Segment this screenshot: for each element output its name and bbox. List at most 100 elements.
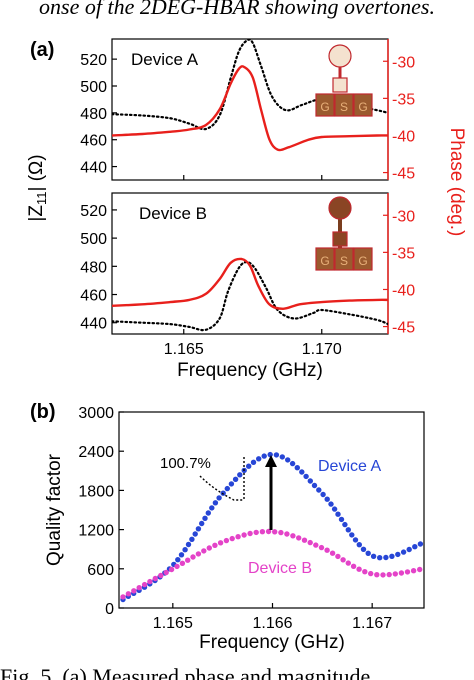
point-device-b [195,551,202,557]
point-device-b [417,566,423,573]
legend-device-a: Device A [318,458,381,475]
series-bottom-impedance [112,260,388,332]
point-device-a [289,460,296,467]
annotation-leader [199,475,244,501]
point-device-a [199,520,205,527]
point-device-a [212,500,219,506]
point-device-a [345,527,351,533]
point-device-b [380,572,386,578]
point-device-b [318,544,325,551]
point-device-b [147,578,153,585]
point-device-a [232,476,239,482]
point-device-b [201,548,207,554]
series-bottom-phase [112,257,388,311]
point-device-a [324,496,330,502]
point-device-b [340,557,346,563]
b-y-tick-label-0: 0 [105,601,114,618]
b-x-tick-label-1.166: 1.166 [252,615,292,632]
figure-caption-bottom: Fig. 5. (a) Measured phase and magnitude [0,664,371,680]
panel-b-frame [118,411,425,609]
point-device-a [192,531,198,537]
point-device-a [195,526,202,532]
panel-b-xlabel: Frequency (GHz) [199,632,345,653]
right-tick-label-bottom--45: -45 [392,320,415,337]
left-tick-label-bottom-480: 480 [80,259,107,276]
point-device-b [404,569,411,575]
panel-a-left-ylabel: |Z11| (Ω) [26,154,49,221]
panel-a-right-ylabel: Phase (deg.) [446,128,467,237]
left-tick-label-top-480: 480 [80,106,107,123]
left-tick-label-top-460: 460 [80,133,107,150]
series-top-phase [112,65,388,152]
point-device-b [335,553,341,560]
point-device-b [223,537,230,544]
panel-a-bottom-plot: 520 500 480 460 440 -30 -35 -40 -45 Device B G … [80,175,415,358]
point-device-a [320,491,326,498]
b-x-tick-label-1.165: 1.165 [153,615,193,632]
point-device-a [273,452,280,458]
point-device-a [360,546,367,552]
point-device-b [158,572,164,579]
left-tick-label-top-440: 440 [80,160,107,177]
point-device-a [267,451,273,458]
point-device-b [301,537,308,543]
point-device-a [237,472,243,478]
panel-a-label: (a) [30,39,54,61]
point-device-b [307,539,313,546]
point-device-b [235,534,241,540]
point-device-a [342,521,348,528]
point-device-a [383,554,389,561]
point-device-b [217,540,224,546]
point-device-a [412,544,418,550]
point-device-b [290,533,296,539]
point-device-b [241,532,247,538]
point-device-b [278,529,284,536]
right-tick-label-top--45: -45 [392,166,415,183]
device-b-label: Device B [139,204,207,223]
point-device-a [178,552,185,558]
device-a-label: Device A [131,50,199,69]
point-device-a [175,557,181,563]
point-device-a [335,511,341,517]
point-device-b [190,554,196,560]
point-device-a [349,532,355,538]
x-tick-label-a-1.165: 1.165 [164,341,204,358]
b-y-tick-label-2400: 2400 [78,444,114,461]
point-device-b [131,588,137,594]
left-tick-label-bottom-520: 520 [80,203,107,220]
panel-b-label: (b) [30,401,56,423]
left-tick-label-top-520: 520 [80,52,107,69]
left-tick-label-top-500: 500 [80,79,107,96]
increase-arrow-head [265,455,277,467]
point-device-b [253,529,259,536]
b-x-tick-label-1.167: 1.167 [352,615,392,632]
pad-b-g-left: G [320,254,329,268]
point-device-b [313,542,319,548]
point-device-a [395,551,401,558]
point-device-a [261,453,267,459]
point-device-a [377,555,383,561]
point-device-a [370,553,377,559]
point-device-a [228,481,235,487]
point-device-a [303,473,309,480]
point-device-b [163,569,169,576]
point-device-b [410,568,417,574]
point-device-b [345,560,351,566]
right-tick-label-top--40: -40 [392,128,415,145]
point-device-b [136,585,142,591]
point-device-a [220,490,226,496]
point-device-a [338,516,345,523]
point-device-a [250,459,257,465]
right-tick-label-top--35: -35 [392,91,415,108]
point-device-a [316,487,322,493]
point-device-a [417,541,424,547]
point-device-a [365,550,371,556]
point-device-b [120,594,126,600]
pad-s: S [340,100,348,114]
point-device-b [374,572,380,578]
point-device-b [398,570,405,576]
right-tick-label-top--30: -30 [392,54,415,71]
pad-b-s: S [340,254,348,268]
point-device-a [406,546,412,553]
